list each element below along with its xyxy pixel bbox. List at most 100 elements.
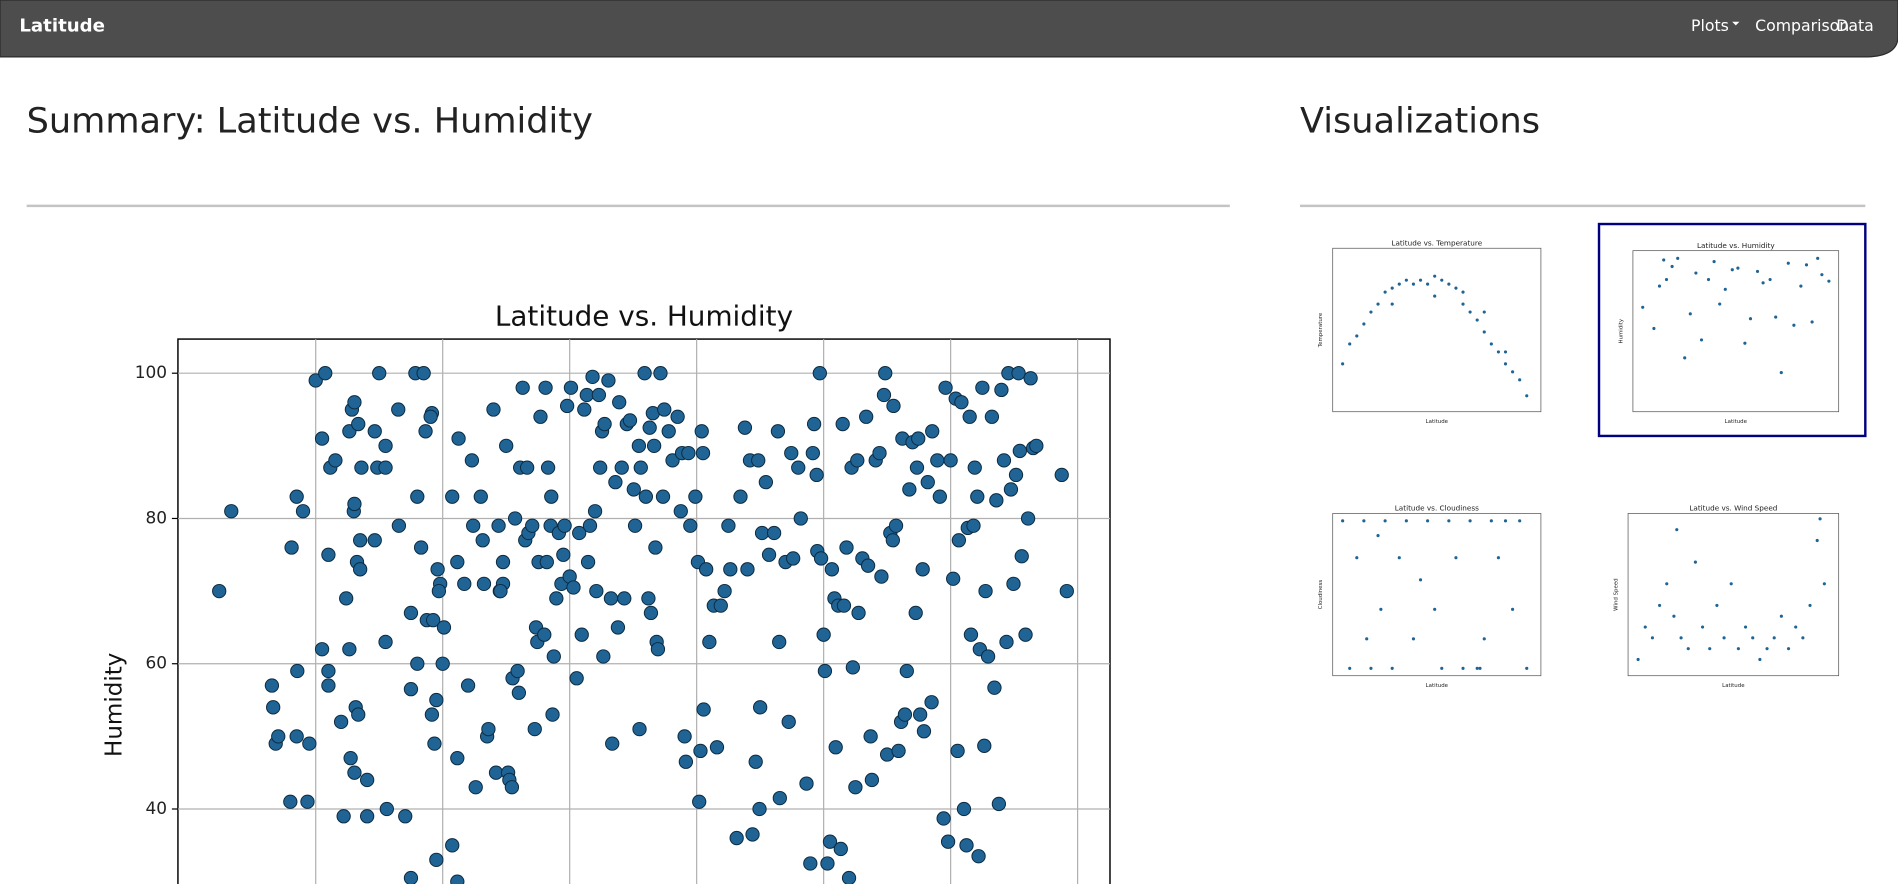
data-point	[938, 380, 953, 395]
data-point	[863, 729, 878, 744]
data-point	[1779, 370, 1783, 375]
data-point	[1808, 603, 1812, 607]
data-point	[1804, 263, 1809, 267]
data-point	[423, 409, 438, 424]
data-point	[566, 580, 581, 595]
data-point	[391, 402, 406, 417]
data-point	[886, 398, 901, 414]
data-point	[537, 627, 552, 642]
data-point	[950, 743, 965, 759]
data-point	[1679, 636, 1683, 640]
data-point	[1454, 556, 1458, 560]
data-point	[817, 663, 833, 679]
data-point	[1478, 666, 1482, 670]
data-point	[1751, 636, 1755, 640]
data-point	[1029, 438, 1044, 453]
nav-link[interactable]: Data	[1836, 16, 1874, 35]
data-point	[874, 569, 889, 584]
data-point	[1774, 315, 1778, 319]
thumbnail-title: Latitude vs. Cloudiness	[1395, 504, 1479, 513]
nav-link[interactable]: Comparison	[1755, 16, 1849, 35]
data-point	[367, 424, 382, 439]
data-point	[822, 834, 838, 849]
data-point	[1765, 647, 1769, 651]
data-point	[424, 707, 440, 722]
data-point	[772, 634, 787, 650]
data-point	[637, 366, 652, 381]
data-point	[318, 366, 333, 381]
data-point	[378, 438, 393, 453]
data-point	[1482, 330, 1486, 334]
data-point	[694, 424, 709, 439]
data-point	[1686, 647, 1690, 651]
data-point	[342, 642, 357, 657]
navbar-brand[interactable]: Latitude	[19, 16, 105, 37]
data-point	[367, 533, 382, 548]
data-point	[924, 695, 939, 710]
data-point	[781, 714, 796, 729]
data-point	[1433, 607, 1437, 611]
data-point	[864, 772, 880, 788]
data-point	[1700, 625, 1705, 629]
nav-link[interactable]: Plots	[1691, 16, 1729, 35]
data-point	[510, 663, 525, 679]
data-point	[378, 460, 393, 475]
data-point	[1772, 636, 1776, 640]
data-point	[902, 482, 917, 497]
page-heading: Summary: Latitude vs. Humidity	[27, 100, 593, 141]
data-point	[468, 780, 483, 795]
data-point	[1023, 371, 1038, 386]
data-point	[353, 533, 368, 548]
data-point	[540, 460, 556, 475]
data-point	[1810, 320, 1814, 324]
data-point	[943, 453, 958, 468]
data-point	[650, 642, 666, 657]
data-point	[784, 445, 799, 461]
data-point	[932, 489, 947, 504]
data-point	[1636, 657, 1640, 662]
data-point	[1786, 261, 1790, 265]
data-point	[1818, 517, 1822, 521]
data-point	[899, 663, 914, 679]
data-point	[1059, 583, 1074, 599]
data-point	[1827, 279, 1831, 283]
data-point	[314, 431, 330, 446]
data-point	[1008, 467, 1024, 483]
data-point	[709, 740, 725, 755]
data-point	[809, 467, 824, 483]
data-point	[445, 838, 460, 853]
data-point	[430, 562, 445, 577]
chart: Latitude vs. Wind Speed Latitude Wind Spee…	[1613, 504, 1840, 689]
data-point	[1792, 323, 1796, 327]
data-point	[951, 533, 967, 548]
data-point	[646, 438, 662, 453]
data-point	[1003, 482, 1019, 497]
thumbnail-x-label: Latitude	[1725, 419, 1748, 425]
data-point	[589, 583, 604, 599]
data-point	[1715, 603, 1719, 607]
data-point	[1418, 578, 1423, 582]
thumbnail-x-label: Latitude	[1426, 419, 1449, 425]
data-point	[1822, 582, 1826, 586]
data-point	[1712, 260, 1716, 264]
data-point	[987, 680, 1002, 695]
data-point	[812, 366, 827, 381]
data-point	[758, 475, 774, 490]
data-point	[486, 402, 501, 417]
data-point	[1397, 556, 1401, 560]
data-point	[627, 518, 643, 533]
data-point	[1643, 625, 1647, 629]
dropdown-caret[interactable]	[1732, 21, 1740, 26]
data-point	[1503, 362, 1508, 366]
data-point	[633, 460, 648, 475]
data-point	[533, 409, 548, 424]
data-point	[1761, 281, 1765, 285]
chart: Latitude vs. Humidity Latitude Humidity	[1618, 241, 1840, 425]
data-point	[574, 627, 589, 642]
data-point	[940, 834, 956, 849]
data-point	[1348, 342, 1352, 346]
sidebar-heading: Visualizations	[1300, 100, 1540, 141]
data-point	[585, 369, 600, 384]
data-point	[1440, 278, 1444, 282]
data-point	[1426, 282, 1430, 286]
